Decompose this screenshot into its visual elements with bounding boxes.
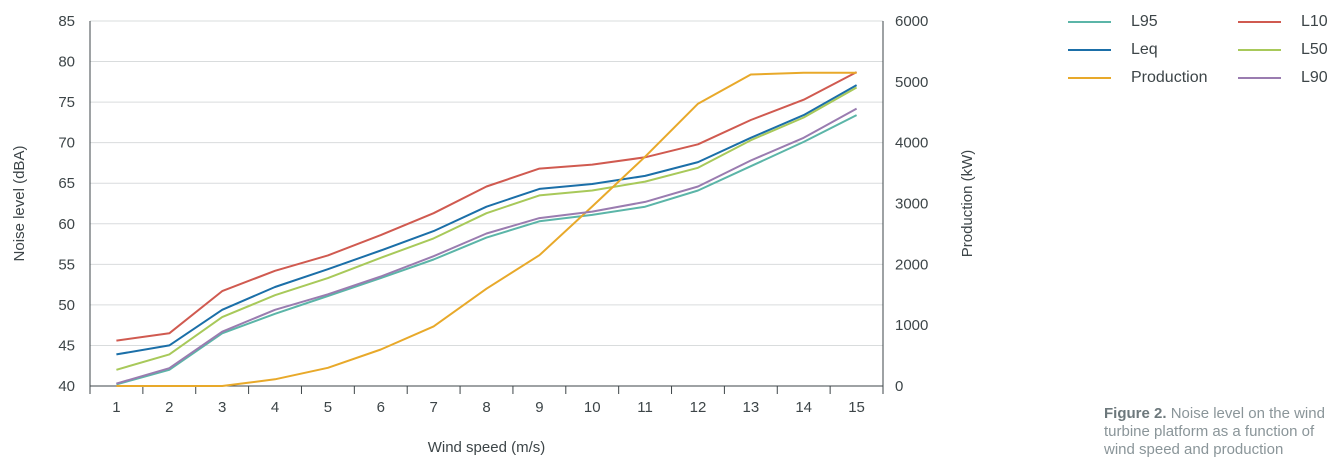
- y-left-tick-label: 80: [58, 54, 75, 71]
- figure-caption-label: Figure 2.: [1104, 405, 1167, 422]
- x-tick-label: 15: [848, 399, 865, 416]
- y-right-tick-label: 1000: [895, 317, 928, 334]
- series-line-l90: [116, 107, 858, 385]
- series-line-l95: [116, 114, 858, 386]
- legend-label-l95: L95: [1131, 13, 1158, 30]
- legend-item-l95: L95: [1068, 10, 1158, 34]
- x-tick-label: 1: [112, 399, 120, 416]
- y-left-tick-label: 70: [58, 135, 75, 152]
- figure-caption: Figure 2. Noise level on the wind turbin…: [1104, 405, 1334, 459]
- x-tick-label: 12: [690, 399, 707, 416]
- x-tick-label: 2: [165, 399, 173, 416]
- y-right-tick-label: 0: [895, 378, 903, 395]
- legend-swatch-l90: [1238, 77, 1281, 79]
- y-right-tick-label: 3000: [895, 196, 928, 213]
- series-line-production: [116, 71, 857, 387]
- x-tick-label: 10: [584, 399, 601, 416]
- x-tick-label: 6: [377, 399, 385, 416]
- x-tick-label: 3: [218, 399, 226, 416]
- legend-item-l10: L10: [1238, 10, 1328, 34]
- line-chart: 4045505560657075808501000200030004000500…: [11, 13, 976, 456]
- y-left-tick-label: 45: [58, 337, 75, 354]
- chart-legend: L95 L10 Leq L50 Production L90: [1068, 10, 1344, 110]
- x-tick-label: 8: [482, 399, 490, 416]
- series-line-leq: [116, 84, 858, 356]
- y-left-tick-label: 40: [58, 378, 75, 395]
- legend-label-production: Production: [1131, 69, 1208, 86]
- x-tick-label: 9: [535, 399, 543, 416]
- x-tick-label: 14: [795, 399, 812, 416]
- series-line-l50: [116, 86, 858, 371]
- y-left-tick-label: 85: [58, 13, 75, 30]
- y-left-tick-label: 60: [58, 216, 75, 233]
- legend-swatch-l10: [1238, 21, 1281, 23]
- legend-item-production: Production: [1068, 66, 1208, 90]
- y-left-tick-label: 50: [58, 297, 75, 314]
- legend-label-l50: L50: [1301, 41, 1328, 58]
- x-tick-label: 5: [324, 399, 332, 416]
- legend-swatch-l50: [1238, 49, 1281, 51]
- x-tick-label: 13: [742, 399, 759, 416]
- legend-item-l50: L50: [1238, 38, 1328, 62]
- series-line-l10: [116, 71, 858, 342]
- x-tick-label: 7: [429, 399, 437, 416]
- legend-label-leq: Leq: [1131, 41, 1158, 58]
- x-tick-label: 11: [637, 399, 653, 416]
- legend-label-l10: L10: [1301, 13, 1328, 30]
- y-right-tick-label: 6000: [895, 13, 928, 30]
- y-left-tick-label: 65: [58, 175, 75, 192]
- x-axis-title: Wind speed (m/s): [428, 439, 546, 456]
- x-tick-label: 4: [271, 399, 279, 416]
- y-axis-title-right: Production (kW): [959, 150, 976, 258]
- legend-item-l90: L90: [1238, 66, 1328, 90]
- legend-label-l90: L90: [1301, 69, 1328, 86]
- legend-swatch-production: [1068, 77, 1111, 79]
- figure-caption-text: Noise level on the wind turbine platform…: [1104, 405, 1325, 458]
- legend-swatch-l95: [1068, 21, 1111, 23]
- y-left-tick-label: 55: [58, 256, 75, 273]
- y-axis-title-left: Noise level (dBA): [11, 146, 28, 262]
- y-right-tick-label: 5000: [895, 74, 928, 91]
- legend-swatch-leq: [1068, 49, 1111, 51]
- legend-item-leq: Leq: [1068, 38, 1158, 62]
- y-left-tick-label: 75: [58, 94, 75, 111]
- y-right-tick-label: 4000: [895, 135, 928, 152]
- y-right-tick-label: 2000: [895, 256, 928, 273]
